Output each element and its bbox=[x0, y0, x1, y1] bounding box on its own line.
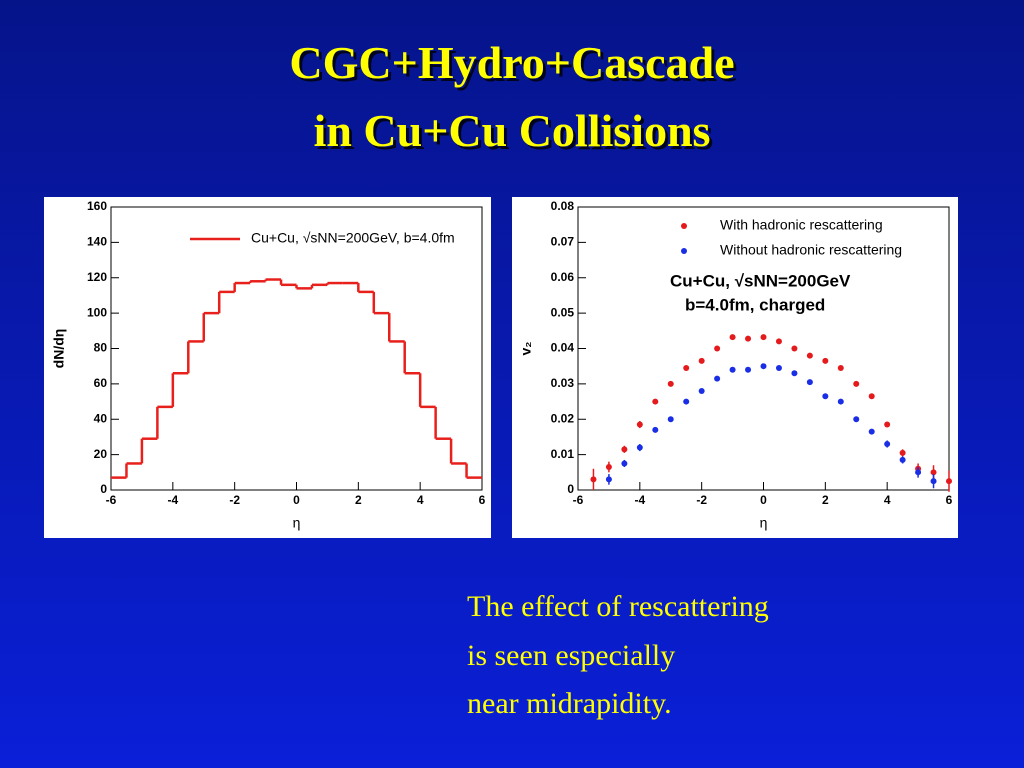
x-tick-label: -2 bbox=[229, 493, 240, 507]
point bbox=[868, 428, 875, 435]
x-tick-label: -4 bbox=[167, 493, 178, 507]
y-tick-label: 40 bbox=[94, 411, 108, 425]
point bbox=[775, 338, 782, 345]
body-line: near midrapidity. bbox=[467, 687, 672, 720]
x-tick-label: 4 bbox=[884, 493, 891, 507]
point bbox=[760, 363, 767, 370]
x-tick-label: -6 bbox=[106, 493, 117, 507]
body-line: The effect of rescattering bbox=[467, 590, 769, 623]
point bbox=[714, 375, 721, 382]
point bbox=[775, 364, 782, 371]
y-tick-label: 60 bbox=[94, 376, 108, 390]
point bbox=[652, 426, 659, 433]
point bbox=[930, 469, 937, 476]
panel bbox=[512, 197, 958, 538]
y-axis-label: v₂ bbox=[518, 341, 534, 355]
title-line: CGC+Hydro+Cascade bbox=[289, 37, 734, 88]
y-tick-label: 0 bbox=[567, 482, 574, 496]
legend-marker bbox=[681, 223, 687, 229]
legend-marker bbox=[681, 248, 687, 254]
x-tick-label: 6 bbox=[479, 493, 486, 507]
point bbox=[868, 393, 875, 400]
legend-label: With hadronic rescattering bbox=[720, 217, 883, 233]
point bbox=[698, 357, 705, 364]
point bbox=[698, 387, 705, 394]
point bbox=[899, 456, 906, 463]
point bbox=[853, 380, 860, 387]
point bbox=[806, 379, 813, 386]
legend-label: Cu+Cu, √sNN=200GeV, b=4.0fm bbox=[251, 230, 455, 246]
point bbox=[621, 460, 628, 467]
y-tick-label: 120 bbox=[87, 270, 107, 284]
point bbox=[946, 478, 952, 485]
point bbox=[683, 364, 690, 371]
x-tick-label: 2 bbox=[355, 493, 362, 507]
legend-label: Without hadronic rescattering bbox=[720, 242, 902, 258]
point bbox=[791, 345, 798, 352]
y-axis-label: dN/dη bbox=[51, 329, 67, 369]
y-tick-label: 160 bbox=[87, 199, 107, 213]
y-tick-label: 0.05 bbox=[551, 305, 575, 319]
point bbox=[636, 444, 643, 451]
point bbox=[884, 421, 891, 428]
point bbox=[853, 416, 860, 423]
y-tick-label: 0.08 bbox=[551, 199, 575, 213]
point bbox=[714, 345, 721, 352]
y-tick-label: 0.07 bbox=[551, 235, 575, 249]
y-tick-label: 20 bbox=[94, 447, 108, 461]
x-tick-label: -2 bbox=[696, 493, 707, 507]
point bbox=[745, 366, 752, 373]
point bbox=[806, 352, 813, 359]
point bbox=[930, 478, 937, 485]
x-tick-label: 0 bbox=[293, 493, 300, 507]
x-tick-label: 0 bbox=[760, 493, 767, 507]
point bbox=[605, 464, 612, 471]
y-tick-label: 100 bbox=[87, 305, 107, 319]
point bbox=[605, 476, 612, 483]
point bbox=[791, 370, 798, 377]
x-axis-label: η bbox=[760, 515, 768, 531]
y-tick-label: 80 bbox=[94, 341, 108, 355]
x-tick-label: 4 bbox=[417, 493, 424, 507]
x-tick-label: 2 bbox=[822, 493, 829, 507]
y-tick-label: 0.03 bbox=[551, 376, 575, 390]
y-tick-label: 0 bbox=[100, 482, 107, 496]
x-tick-label: -4 bbox=[634, 493, 645, 507]
point bbox=[837, 364, 844, 371]
point bbox=[915, 469, 922, 476]
x-tick-label: 6 bbox=[946, 493, 953, 507]
point bbox=[837, 398, 844, 405]
point bbox=[729, 334, 736, 341]
point bbox=[652, 398, 659, 405]
point bbox=[636, 421, 643, 428]
x-tick-label: -6 bbox=[573, 493, 584, 507]
point bbox=[884, 441, 891, 448]
y-tick-label: 0.01 bbox=[551, 447, 575, 461]
point bbox=[667, 416, 674, 423]
point bbox=[899, 449, 906, 456]
annotation: b=4.0fm, charged bbox=[685, 295, 825, 314]
point bbox=[621, 446, 628, 453]
annotation: Cu+Cu, √sNN=200GeV bbox=[670, 271, 851, 290]
point bbox=[822, 393, 829, 400]
title-line: in Cu+Cu Collisions bbox=[314, 105, 711, 156]
body-line: is seen especially bbox=[467, 639, 675, 672]
panel bbox=[44, 197, 491, 538]
y-tick-label: 140 bbox=[87, 235, 107, 249]
point bbox=[729, 366, 736, 373]
point bbox=[667, 380, 674, 387]
y-tick-label: 0.02 bbox=[551, 411, 575, 425]
point bbox=[590, 476, 597, 483]
point bbox=[745, 335, 752, 342]
x-axis-label: η bbox=[293, 515, 301, 531]
y-tick-label: 0.06 bbox=[551, 270, 575, 284]
y-tick-label: 0.04 bbox=[551, 341, 575, 355]
point bbox=[760, 334, 767, 341]
point bbox=[822, 357, 829, 364]
point bbox=[683, 398, 690, 405]
